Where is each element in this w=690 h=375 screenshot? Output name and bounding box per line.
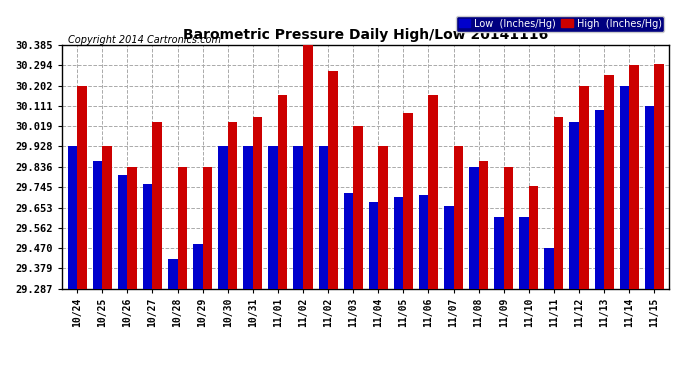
Bar: [152, 122, 162, 289]
Bar: [419, 195, 428, 289]
Bar: [504, 167, 513, 289]
Bar: [218, 147, 228, 289]
Bar: [644, 106, 654, 289]
Bar: [604, 75, 613, 289]
Bar: [68, 147, 77, 289]
Bar: [494, 217, 504, 289]
Bar: [554, 117, 564, 289]
Bar: [319, 147, 328, 289]
Bar: [303, 45, 313, 289]
Title: Barometric Pressure Daily High/Low 20141116: Barometric Pressure Daily High/Low 20141…: [183, 28, 549, 42]
Bar: [128, 167, 137, 289]
Bar: [143, 184, 152, 289]
Bar: [469, 167, 479, 289]
Bar: [244, 147, 253, 289]
Bar: [77, 86, 87, 289]
Bar: [444, 206, 453, 289]
Bar: [228, 122, 237, 289]
Bar: [579, 86, 589, 289]
Bar: [92, 161, 102, 289]
Legend: Low  (Inches/Hg), High  (Inches/Hg): Low (Inches/Hg), High (Inches/Hg): [456, 16, 664, 32]
Bar: [328, 70, 337, 289]
Bar: [293, 147, 303, 289]
Bar: [177, 167, 187, 289]
Bar: [168, 259, 177, 289]
Bar: [595, 111, 604, 289]
Bar: [193, 244, 203, 289]
Bar: [520, 217, 529, 289]
Text: Copyright 2014 Cartronics.com: Copyright 2014 Cartronics.com: [68, 35, 221, 45]
Bar: [544, 248, 554, 289]
Bar: [203, 167, 212, 289]
Bar: [278, 95, 288, 289]
Bar: [569, 122, 579, 289]
Bar: [378, 147, 388, 289]
Bar: [268, 147, 278, 289]
Bar: [368, 201, 378, 289]
Bar: [344, 193, 353, 289]
Bar: [620, 86, 629, 289]
Bar: [428, 95, 438, 289]
Bar: [102, 147, 112, 289]
Bar: [394, 197, 404, 289]
Bar: [118, 175, 128, 289]
Bar: [629, 65, 639, 289]
Bar: [479, 161, 488, 289]
Bar: [453, 147, 463, 289]
Bar: [253, 117, 262, 289]
Bar: [404, 113, 413, 289]
Bar: [529, 186, 538, 289]
Bar: [353, 126, 363, 289]
Bar: [654, 64, 664, 289]
